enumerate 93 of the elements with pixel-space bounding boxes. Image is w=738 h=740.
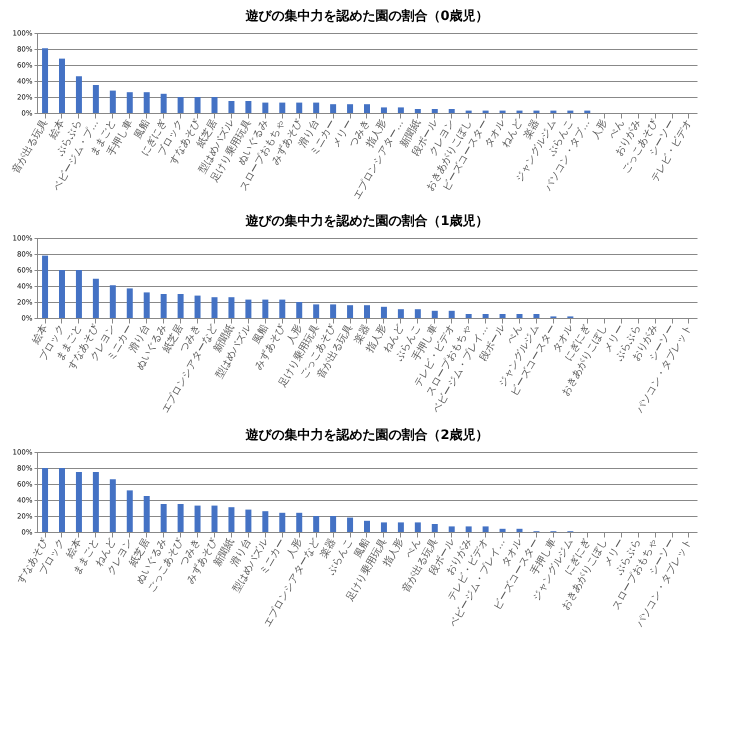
bar — [448, 526, 455, 532]
bar — [228, 101, 234, 113]
bar — [76, 472, 82, 532]
bar — [228, 297, 234, 318]
bar — [262, 300, 268, 318]
bar — [178, 294, 184, 318]
bar — [110, 90, 116, 113]
bar — [126, 288, 133, 318]
bar — [313, 102, 320, 113]
bar — [347, 104, 354, 113]
bar — [211, 297, 218, 318]
bar — [245, 300, 252, 318]
bar — [398, 107, 404, 113]
x-tick-label: 人形 — [590, 118, 610, 141]
bar — [533, 314, 540, 318]
bar — [228, 507, 234, 532]
bar — [58, 270, 65, 318]
bar — [296, 302, 302, 318]
bar — [466, 526, 472, 532]
bar — [347, 305, 354, 318]
x-tick-label: 楽器 — [318, 536, 338, 560]
bar — [144, 292, 150, 318]
bar — [364, 520, 370, 532]
bar — [414, 309, 421, 318]
bar — [500, 528, 506, 532]
bar — [516, 314, 523, 318]
bar — [347, 518, 354, 532]
bar — [76, 76, 82, 113]
bar — [92, 85, 99, 113]
bar — [211, 97, 218, 113]
bar — [178, 97, 184, 113]
bar — [92, 472, 99, 532]
bar — [482, 526, 489, 532]
bar — [160, 94, 167, 113]
bar — [279, 102, 286, 113]
bar — [380, 522, 387, 532]
bar — [330, 104, 336, 113]
bar — [432, 310, 438, 318]
bar — [42, 468, 48, 532]
x-tick-label: 人形 — [284, 537, 304, 560]
bar — [245, 510, 252, 532]
bar — [194, 296, 201, 318]
bar — [313, 516, 320, 532]
bar — [58, 58, 65, 113]
bar — [144, 496, 150, 532]
bar — [466, 314, 472, 318]
bar — [500, 314, 506, 318]
bar — [178, 504, 184, 532]
chart-title: 遊びの集中力を認めた園の割合（2歳児） — [245, 427, 489, 443]
bar — [262, 102, 268, 113]
bar — [110, 285, 116, 318]
chart-title: 遊びの集中力を認めた園の割合（1歳児） — [245, 213, 489, 229]
bar — [380, 306, 387, 318]
bar — [76, 270, 82, 318]
bar — [58, 468, 65, 532]
bar — [211, 506, 218, 532]
bar — [160, 504, 167, 532]
bar — [482, 314, 489, 318]
bar — [126, 92, 133, 113]
bar — [516, 528, 523, 532]
bar — [398, 522, 404, 532]
bar — [160, 294, 167, 318]
bar — [279, 512, 286, 532]
bar — [245, 101, 252, 113]
bar — [432, 524, 438, 532]
bar — [194, 506, 201, 532]
x-tick-label: 音が出る玩具 — [10, 118, 50, 176]
bar — [42, 256, 48, 318]
bar — [296, 512, 302, 532]
bar — [364, 305, 370, 318]
bar — [262, 511, 268, 532]
x-tick-label: ぺん — [505, 323, 525, 346]
chart-title: 遊びの集中力を認めた園の割合（0歳児） — [245, 8, 489, 24]
bar — [330, 304, 336, 318]
bar — [448, 310, 455, 318]
bar — [296, 102, 302, 113]
bar — [414, 109, 421, 113]
bar — [144, 92, 150, 113]
bar — [313, 304, 320, 318]
bar — [110, 479, 116, 532]
x-tick-label: 楽器 — [521, 118, 542, 141]
bar — [194, 97, 201, 113]
bar — [279, 300, 286, 318]
bar — [364, 104, 370, 113]
bar — [448, 109, 455, 113]
bar — [432, 109, 438, 113]
bar — [126, 490, 133, 532]
bar — [398, 309, 404, 318]
bar — [92, 278, 99, 318]
bar — [330, 516, 336, 532]
bar — [380, 107, 387, 113]
bar — [42, 48, 48, 113]
bar — [414, 522, 421, 532]
